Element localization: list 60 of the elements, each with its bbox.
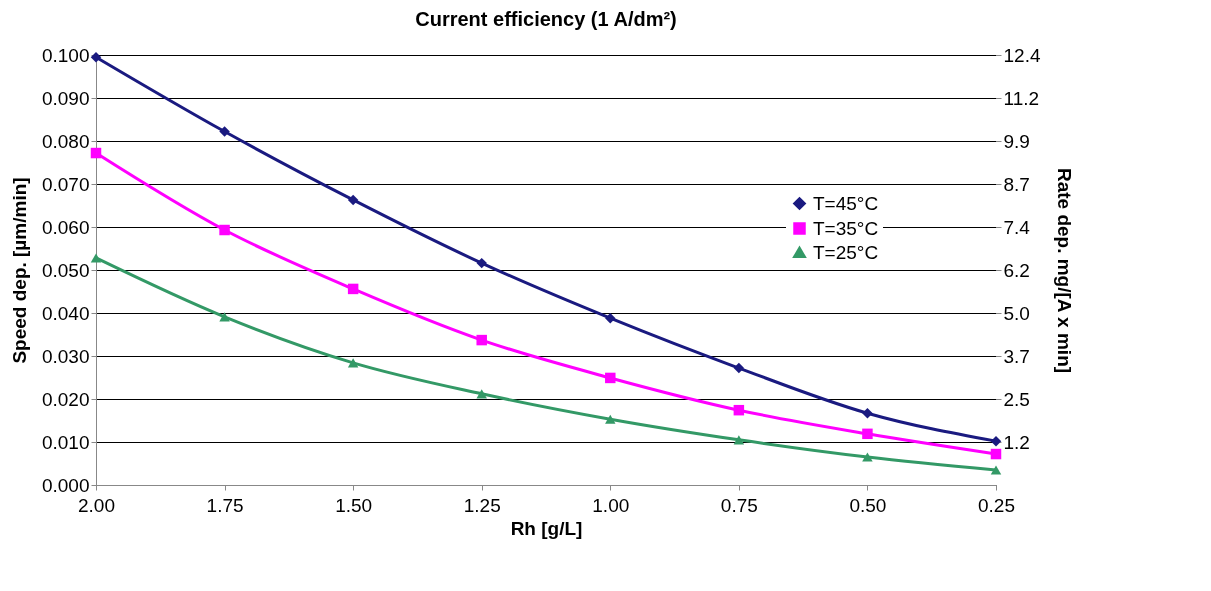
point [219,224,230,236]
y-axis-title: Speed dep. [µm/min] [8,177,30,364]
legend-label: T=45°C [813,192,879,214]
x-tick-label: 1.50 [335,494,373,516]
point [219,312,230,322]
point [605,372,616,384]
point [90,147,102,159]
point [990,435,1002,447]
point [347,358,359,368]
point [347,283,359,295]
y-tick-label: 0.060 [41,216,90,238]
point [733,362,745,374]
y2-tick-label: 5.0 [1003,302,1030,324]
x-tick-label: 0.75 [720,494,758,516]
point [476,257,487,269]
x-tick-label: 1.00 [592,494,630,516]
point [219,126,230,137]
point [90,51,102,63]
point [862,407,873,419]
y2-tick-label: 6.2 [1003,259,1030,281]
y2-axis-title: Rate dep. mg/[A x min] [1054,167,1076,374]
y2-tick-label: 2.5 [1003,388,1030,410]
y-tick-label: 0.100 [41,44,90,66]
y-tick-label: 0.010 [41,431,90,453]
y2-tick-label: 12.4 [1003,44,1041,66]
y-tick-label: 0.050 [41,259,90,281]
point [605,312,616,324]
point [990,448,1002,460]
point [990,465,1002,475]
legend-label: T=25°C [813,241,879,263]
y-tick-label: 0.000 [41,474,90,496]
point [733,435,745,445]
y-tick-label: 0.070 [41,173,90,195]
point [90,253,102,263]
point [476,389,487,399]
y-tick-label: 0.020 [41,388,90,410]
y2-tick-label: 7.4 [1003,216,1031,238]
y-tick-label: 0.090 [41,87,90,109]
x-axis-title: Rh [g/L] [510,517,583,539]
y-tick-label: 0.080 [41,130,90,152]
y2-tick-label: 9.9 [1003,130,1030,152]
point [862,452,873,462]
chart-title: Current efficiency (1 A/dm²) [415,8,677,30]
y2-tick-label: 8.7 [1003,173,1030,195]
y2-tick-label: 1.2 [1003,431,1030,453]
point [605,414,616,424]
x-tick-label: 0.25 [978,494,1015,516]
point [476,334,487,346]
x-tick-label: 1.25 [463,494,501,516]
y-tick-label: 0.030 [41,345,90,367]
x-tick-label: 0.50 [849,494,887,516]
legend-label: T=35°C [813,217,879,239]
y-tick-label: 0.040 [41,302,90,324]
x-tick-label: 2.00 [78,494,115,516]
x-tick-label: 1.75 [206,494,244,516]
y2-tick-label: 3.7 [1003,345,1030,367]
point [862,428,873,440]
y2-tick-label: 11.2 [1003,87,1040,109]
point [347,194,359,206]
point [733,404,745,416]
